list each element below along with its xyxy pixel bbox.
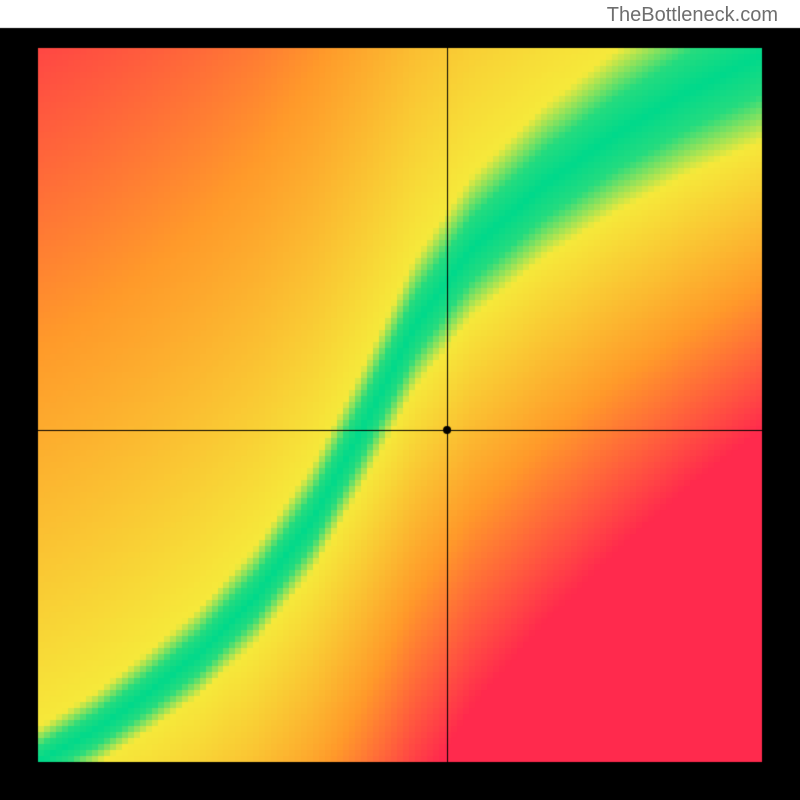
heatmap-canvas — [0, 0, 800, 800]
chart-container: TheBottleneck.com — [0, 0, 800, 800]
watermark-text: TheBottleneck.com — [607, 4, 778, 27]
